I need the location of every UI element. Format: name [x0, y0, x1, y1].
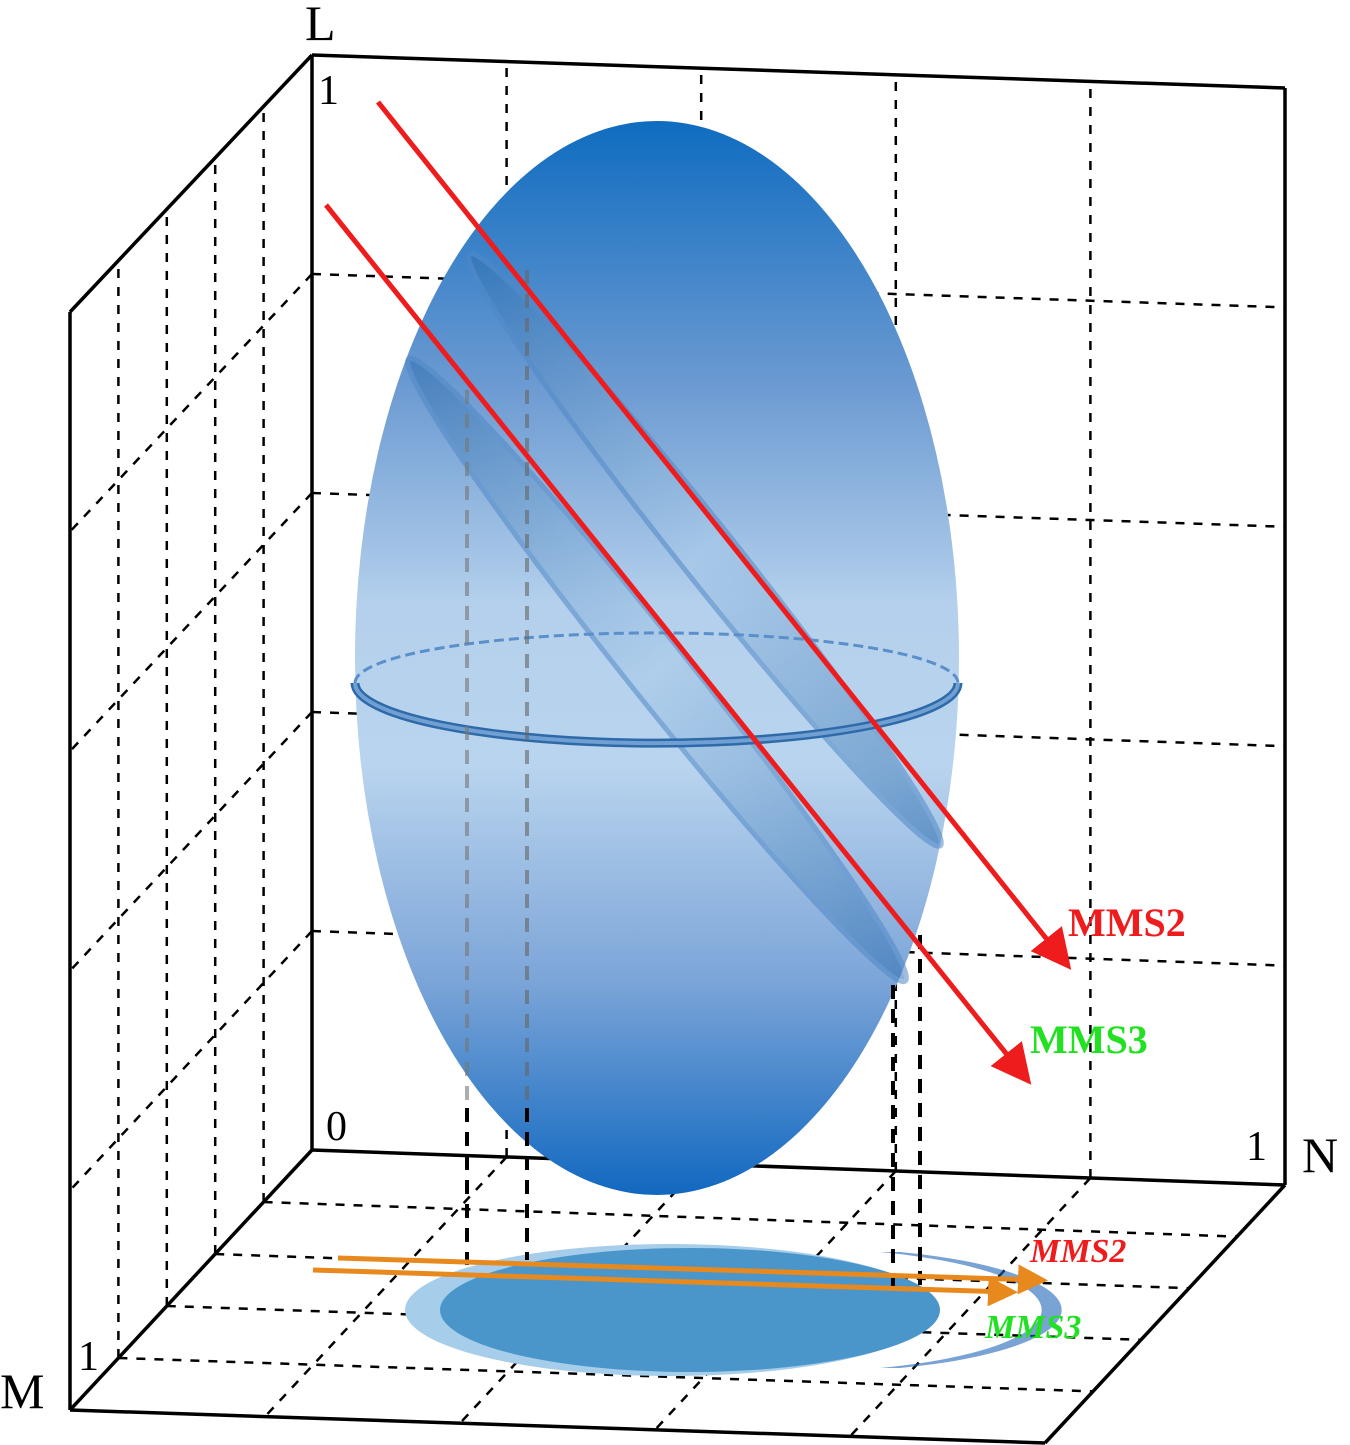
trajectory-mms2 — [376, 100, 1072, 970]
trajectory-label: MMS2 — [1068, 900, 1186, 945]
box-edge — [69, 1408, 1046, 1445]
axis-label: L — [305, 0, 336, 51]
grid-line — [69, 273, 313, 533]
equator-ring — [353, 682, 960, 746]
grid-line — [264, 1156, 508, 1418]
trajectory-mms3 — [324, 203, 1032, 1085]
tick-label: 1 — [318, 68, 339, 114]
equator-ring-back — [353, 631, 960, 684]
box-edge — [311, 1148, 1286, 1187]
box-grid — [68, 53, 1287, 1445]
box-edge — [68, 1148, 314, 1412]
axis-label: N — [1302, 1127, 1338, 1183]
projection-label: MMS3 — [984, 1309, 1081, 1346]
tick-label: 0 — [326, 1104, 347, 1150]
projection-label: MMS2 — [1029, 1233, 1126, 1270]
grid-line — [459, 1163, 703, 1425]
tilted-ring — [405, 355, 909, 985]
guides — [465, 270, 922, 1295]
grid-line — [263, 1200, 1238, 1238]
grid-line — [849, 1177, 1092, 1438]
axis-label: M — [0, 1363, 44, 1419]
grid-line — [654, 1170, 897, 1431]
tick-label: 1 — [78, 1334, 99, 1380]
projection-mms2 — [337, 1255, 1048, 1295]
grid-line — [69, 711, 313, 972]
box-edge — [68, 53, 314, 314]
box-edge — [1043, 1183, 1287, 1445]
grid-line — [69, 930, 313, 1192]
grid-line — [118, 1356, 1094, 1393]
tilted-ring — [466, 251, 944, 849]
projection-mms3 — [312, 1267, 1018, 1307]
grid-line — [69, 492, 313, 753]
trajectory-label: MMS3 — [1030, 1017, 1148, 1062]
tick-label: 1 — [1246, 1124, 1267, 1170]
box-edge — [311, 53, 1286, 90]
